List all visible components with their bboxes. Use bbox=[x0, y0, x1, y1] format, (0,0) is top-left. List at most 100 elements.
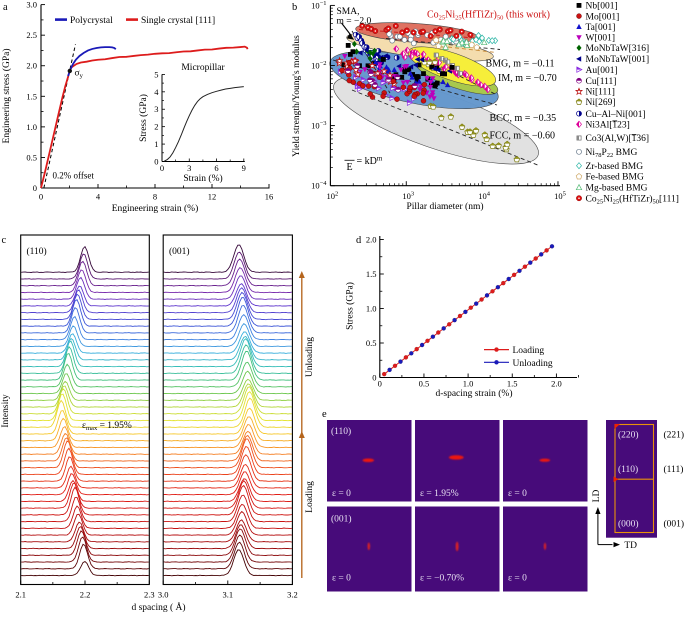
svg-text:(001): (001) bbox=[664, 519, 685, 530]
svg-text:Cu[111]: Cu[111] bbox=[586, 77, 617, 87]
svg-text:Strain (%): Strain (%) bbox=[183, 173, 222, 184]
svg-text:Zr-based BMG: Zr-based BMG bbox=[586, 162, 644, 172]
svg-text:d spacing ( Å): d spacing ( Å) bbox=[131, 601, 185, 613]
svg-text:Ni78​P22​ BMG: Ni78​P22​ BMG bbox=[586, 148, 638, 159]
svg-text:0.5: 0.5 bbox=[366, 338, 377, 348]
svg-text:12: 12 bbox=[208, 192, 217, 202]
svg-text:3: 3 bbox=[187, 163, 191, 173]
svg-text:MoNbTaW[001]: MoNbTaW[001] bbox=[586, 55, 650, 65]
svg-text:Stress (GPa): Stress (GPa) bbox=[345, 282, 356, 330]
svg-text:ε = 0: ε = 0 bbox=[508, 489, 527, 499]
svg-text:10−1: 10−1 bbox=[311, 0, 326, 10]
svg-text:σy: σy bbox=[75, 69, 84, 80]
svg-text:0: 0 bbox=[33, 183, 37, 193]
svg-text:c: c bbox=[2, 235, 7, 246]
svg-text:10−3: 10−3 bbox=[311, 120, 326, 131]
svg-text:0: 0 bbox=[372, 373, 376, 383]
svg-text:(001): (001) bbox=[331, 514, 352, 525]
svg-text:Polycrystal: Polycrystal bbox=[70, 16, 113, 26]
svg-text:εmax = 1.95%: εmax = 1.95% bbox=[82, 421, 132, 432]
svg-text:ε = 0: ε = 0 bbox=[332, 489, 351, 499]
svg-text:3.0: 3.0 bbox=[158, 590, 169, 600]
svg-text:LD: LD bbox=[592, 490, 602, 503]
svg-text:Ni[111]: Ni[111] bbox=[586, 88, 615, 98]
svg-text:TD: TD bbox=[624, 541, 637, 551]
svg-text:103: 103 bbox=[402, 191, 414, 202]
svg-text:(220): (220) bbox=[618, 430, 639, 441]
svg-text:3.0: 3.0 bbox=[26, 0, 37, 10]
svg-text:0.5: 0.5 bbox=[419, 379, 430, 389]
svg-text:Ta[001]: Ta[001] bbox=[586, 23, 616, 33]
svg-text:e: e bbox=[322, 409, 327, 420]
svg-text:0.5: 0.5 bbox=[26, 152, 37, 162]
svg-text:1.0: 1.0 bbox=[366, 304, 377, 314]
svg-text:9: 9 bbox=[242, 163, 246, 173]
svg-text:0.2% offset: 0.2% offset bbox=[53, 171, 95, 181]
svg-text:d: d bbox=[356, 235, 362, 246]
svg-text:Mg-based BMG: Mg-based BMG bbox=[586, 184, 648, 194]
svg-text:Au[001]: Au[001] bbox=[586, 66, 618, 76]
svg-text:1.0: 1.0 bbox=[26, 122, 37, 132]
svg-text:3.1: 3.1 bbox=[222, 590, 233, 600]
svg-text:(111): (111) bbox=[664, 464, 684, 475]
svg-text:d-spacing strain (%): d-spacing strain (%) bbox=[435, 388, 512, 399]
svg-text:Single crystal [111]: Single crystal [111] bbox=[141, 16, 215, 26]
svg-text:b: b bbox=[292, 2, 297, 13]
svg-text:6: 6 bbox=[214, 163, 218, 173]
svg-text:4: 4 bbox=[96, 192, 101, 202]
svg-text:0: 0 bbox=[378, 379, 382, 389]
svg-text:105: 105 bbox=[554, 191, 566, 202]
svg-text:Stress (GPa): Stress (GPa) bbox=[138, 94, 149, 142]
svg-text:Cu–Al–Ni[001]: Cu–Al–Ni[001] bbox=[586, 110, 646, 120]
svg-text:2.2: 2.2 bbox=[80, 590, 91, 600]
svg-text:2.1: 2.1 bbox=[15, 590, 26, 600]
svg-text:3.2: 3.2 bbox=[287, 590, 298, 600]
svg-text:5: 5 bbox=[154, 69, 158, 79]
svg-text:3: 3 bbox=[154, 104, 158, 114]
svg-text:(110): (110) bbox=[618, 464, 638, 475]
svg-text:0: 0 bbox=[39, 192, 43, 202]
svg-text:2: 2 bbox=[154, 122, 158, 132]
svg-text:Intensity: Intensity bbox=[1, 394, 11, 427]
svg-text:(110): (110) bbox=[331, 426, 351, 437]
svg-text:1.5: 1.5 bbox=[26, 91, 37, 101]
svg-text:W[001]: W[001] bbox=[586, 34, 616, 44]
svg-text:(001): (001) bbox=[169, 246, 190, 257]
svg-text:Co3(Al,W)[136]: Co3(Al,W)[136] bbox=[586, 133, 650, 144]
svg-text:10−4: 10−4 bbox=[311, 180, 327, 191]
svg-text:102: 102 bbox=[327, 191, 339, 202]
svg-text:Nb[001]: Nb[001] bbox=[586, 2, 618, 12]
svg-text:8: 8 bbox=[153, 192, 157, 202]
svg-text:Mo[001]: Mo[001] bbox=[586, 12, 620, 22]
svg-text:2.3: 2.3 bbox=[144, 590, 155, 600]
svg-text:a: a bbox=[3, 2, 8, 13]
svg-text:2.0: 2.0 bbox=[26, 61, 37, 71]
svg-text:104: 104 bbox=[478, 191, 491, 202]
svg-text:0: 0 bbox=[160, 163, 164, 173]
svg-text:IM, m = −0.70: IM, m = −0.70 bbox=[498, 73, 557, 84]
svg-text:Fe-based BMG: Fe-based BMG bbox=[586, 173, 644, 183]
svg-text:E: E bbox=[346, 162, 352, 173]
svg-text:(221): (221) bbox=[664, 430, 685, 441]
svg-text:1.5: 1.5 bbox=[366, 269, 377, 279]
svg-text:(000): (000) bbox=[618, 519, 639, 530]
svg-text:(110): (110) bbox=[27, 246, 47, 257]
svg-text:Ni3Al[123]: Ni3Al[123] bbox=[586, 121, 630, 131]
svg-text:4: 4 bbox=[154, 87, 159, 97]
svg-text:= kDm: = kDm bbox=[357, 155, 383, 168]
svg-text:2.5: 2.5 bbox=[26, 30, 37, 40]
svg-text:ε = 0: ε = 0 bbox=[332, 574, 351, 584]
svg-text:1.0: 1.0 bbox=[463, 379, 474, 389]
svg-text:ε = 1.95%: ε = 1.95% bbox=[420, 489, 459, 499]
svg-text:Engineering strain (%): Engineering strain (%) bbox=[112, 203, 199, 214]
svg-text:BMG, m = −0.11: BMG, m = −0.11 bbox=[486, 59, 555, 70]
svg-text:10−2: 10−2 bbox=[311, 60, 326, 71]
svg-text:ε = 0: ε = 0 bbox=[508, 574, 527, 584]
svg-text:Ni[269]: Ni[269] bbox=[586, 98, 616, 108]
svg-text:Unloading: Unloading bbox=[513, 359, 553, 369]
svg-text:SMA,: SMA, bbox=[337, 7, 360, 17]
svg-text:Yield strength/Young's modulus: Yield strength/Young's modulus bbox=[292, 35, 302, 157]
svg-text:BCC, m = −0.35: BCC, m = −0.35 bbox=[490, 113, 557, 124]
svg-text:Co25​Ni25​(HfTiZr)50​ (this wo: Co25​Ni25​(HfTiZr)50​ (this work) bbox=[427, 10, 550, 22]
svg-text:Loading: Loading bbox=[305, 481, 315, 513]
